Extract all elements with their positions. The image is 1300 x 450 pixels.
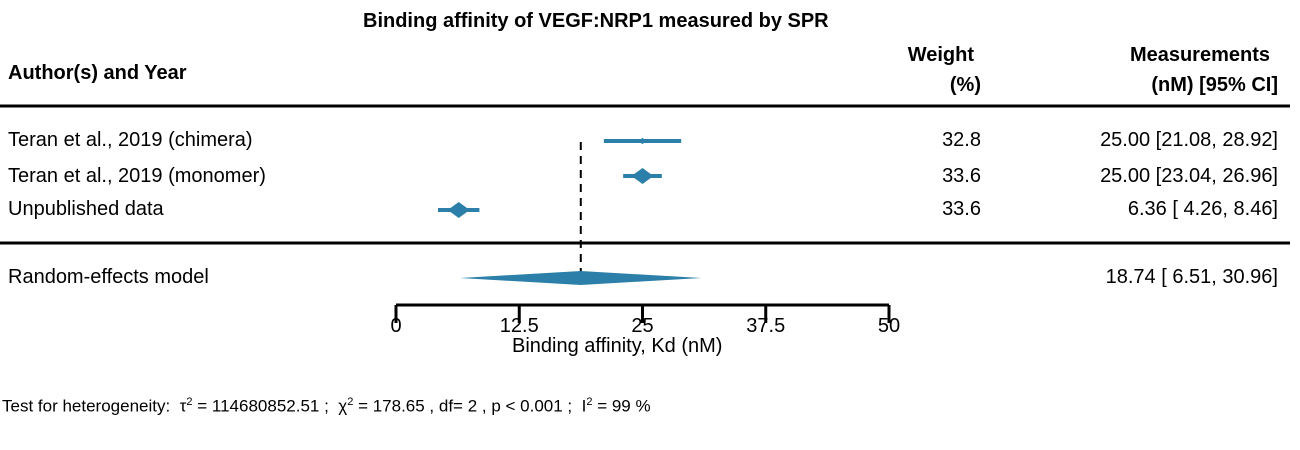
column-header-weight: Weight (907, 44, 974, 66)
study-label: Unpublished data (8, 198, 164, 220)
x-tick-label: 50 (878, 315, 900, 337)
column-header-measurements: Measurements (1129, 44, 1270, 66)
study-weight: 32.8 (942, 129, 981, 151)
study-label: Teran et al., 2019 (chimera) (8, 129, 253, 151)
column-header-weight-unit: (%) (949, 74, 981, 96)
summary-diamond (460, 271, 702, 285)
i-superscript: 2 (586, 396, 593, 408)
column-header-study: Author(s) and Year (8, 62, 187, 84)
x-tick-label: 25 (631, 315, 653, 337)
x-tick-label: 12.5 (500, 315, 539, 337)
study-label: Teran et al., 2019 (monomer) (8, 165, 266, 187)
x-tick-label: 37.5 (746, 315, 785, 337)
x-tick-label: 0 (390, 315, 401, 337)
chi-symbol: χ (338, 396, 348, 416)
heterogeneity-text: Test for heterogeneity: τ2 = 114680852.5… (2, 396, 651, 417)
study-estimate-text: 25.00 [23.04, 26.96] (1100, 165, 1278, 187)
study-estimate-text: 25.00 [21.08, 28.92] (1100, 129, 1278, 151)
study-estimate-text: 6.36 [ 4.26, 8.46] (1127, 198, 1278, 220)
i-value: = 99 % (597, 396, 651, 416)
column-header-measurements-unit: (nM) [95% CI] (1151, 74, 1278, 96)
study-weight: 33.6 (942, 165, 981, 187)
chi-superscript: 2 (347, 396, 354, 408)
x-axis-label: Binding affinity, Kd (nM) (512, 335, 723, 357)
study-weight: 33.6 (942, 198, 981, 220)
estimate-marker (447, 202, 470, 218)
heterogeneity-prefix: Test for heterogeneity: (2, 396, 171, 416)
chart-title: Binding affinity of VEGF:NRP1 measured b… (363, 10, 829, 32)
tau-value: = 114680852.51 ; (197, 396, 329, 416)
summary-estimate-text: 18.74 [ 6.51, 30.96] (1105, 266, 1278, 288)
estimate-marker (637, 138, 648, 144)
chi-value: = 178.65 , df= 2 , p < 0.001 ; (358, 396, 573, 416)
summary-label: Random-effects model (8, 266, 209, 288)
tau-symbol: τ (179, 396, 187, 416)
tau-superscript: 2 (186, 396, 193, 408)
estimate-marker (631, 168, 654, 184)
i-symbol: I (581, 396, 587, 416)
